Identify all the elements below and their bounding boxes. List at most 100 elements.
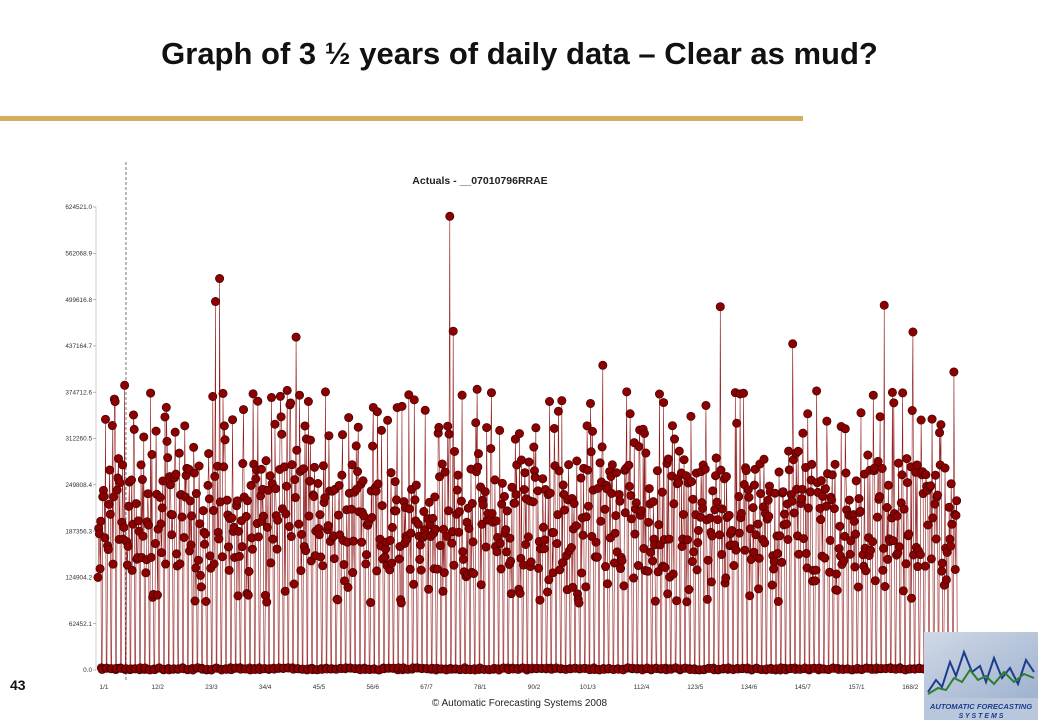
data-point bbox=[901, 559, 911, 569]
data-point bbox=[266, 558, 276, 568]
data-point bbox=[887, 387, 897, 397]
data-point bbox=[478, 500, 488, 510]
data-point bbox=[517, 455, 527, 465]
data-point bbox=[672, 596, 682, 606]
data-point bbox=[177, 512, 187, 522]
data-point bbox=[538, 522, 548, 532]
data-point bbox=[195, 570, 205, 580]
data-point bbox=[544, 575, 554, 585]
data-point bbox=[372, 407, 382, 417]
data-point bbox=[353, 467, 363, 477]
data-point bbox=[170, 427, 180, 437]
data-point bbox=[171, 469, 181, 479]
data-point bbox=[897, 470, 907, 480]
data-point bbox=[951, 510, 961, 520]
data-point bbox=[902, 454, 912, 464]
data-point bbox=[603, 579, 613, 589]
footer-copyright: © Automatic Forecasting Systems 2008 bbox=[431, 698, 608, 709]
data-point bbox=[156, 519, 166, 529]
data-point bbox=[472, 384, 482, 394]
data-point bbox=[205, 551, 215, 561]
data-point bbox=[736, 508, 746, 518]
data-point bbox=[334, 480, 344, 490]
data-point bbox=[799, 534, 809, 544]
data-point bbox=[933, 490, 943, 500]
data-point bbox=[626, 490, 636, 500]
data-point bbox=[268, 534, 278, 544]
data-point bbox=[907, 406, 917, 416]
data-point bbox=[413, 519, 423, 529]
company-logo: AUTOMATIC FORECASTING S Y S T E M S bbox=[924, 632, 1038, 720]
y-tick-label: 562068.9 bbox=[65, 251, 92, 258]
data-point bbox=[299, 464, 309, 474]
data-point bbox=[239, 405, 249, 415]
data-point bbox=[764, 511, 774, 521]
data-point bbox=[679, 455, 689, 465]
data-point bbox=[464, 523, 474, 533]
data-point bbox=[473, 449, 483, 459]
data-point bbox=[805, 487, 815, 497]
data-point bbox=[120, 380, 130, 390]
data-point bbox=[583, 465, 593, 475]
data-point bbox=[832, 585, 842, 595]
data-point bbox=[279, 462, 289, 472]
data-point bbox=[276, 412, 286, 422]
data-point bbox=[482, 423, 492, 433]
data-point bbox=[380, 552, 390, 562]
data-point bbox=[727, 526, 737, 536]
data-point bbox=[410, 495, 420, 505]
data-point bbox=[598, 360, 608, 370]
data-point bbox=[294, 519, 304, 529]
data-point bbox=[438, 586, 448, 596]
data-point bbox=[678, 509, 688, 519]
x-tick-label: 34/4 bbox=[259, 684, 272, 691]
data-point bbox=[196, 582, 206, 592]
data-point bbox=[721, 472, 731, 482]
data-point bbox=[138, 531, 148, 541]
data-point bbox=[935, 428, 945, 438]
data-point bbox=[129, 410, 139, 420]
x-tick-label: 168/2 bbox=[902, 684, 918, 691]
data-point bbox=[209, 559, 219, 569]
data-point bbox=[754, 584, 764, 594]
data-point bbox=[692, 565, 702, 575]
data-point bbox=[820, 484, 830, 494]
data-point bbox=[251, 474, 261, 484]
data-point bbox=[773, 549, 783, 559]
data-point bbox=[595, 458, 605, 468]
x-tick-label: 12/2 bbox=[152, 684, 165, 691]
data-point bbox=[531, 423, 541, 433]
data-point bbox=[659, 398, 669, 408]
data-point bbox=[397, 401, 407, 411]
data-point bbox=[143, 489, 153, 499]
data-point bbox=[552, 539, 562, 549]
data-point bbox=[437, 459, 447, 469]
data-point bbox=[578, 530, 588, 540]
data-point bbox=[191, 489, 201, 499]
data-point bbox=[545, 396, 555, 406]
data-point bbox=[151, 426, 161, 436]
data-point bbox=[557, 396, 567, 406]
data-point bbox=[204, 449, 214, 459]
data-point bbox=[883, 554, 893, 564]
data-point bbox=[300, 421, 310, 431]
data-point bbox=[280, 586, 290, 596]
data-point bbox=[404, 504, 414, 514]
data-point bbox=[409, 579, 419, 589]
data-point bbox=[108, 559, 118, 569]
data-point bbox=[290, 475, 300, 485]
x-tick-label: 157/1 bbox=[849, 684, 865, 691]
data-point bbox=[577, 568, 587, 578]
data-point bbox=[734, 528, 744, 538]
y-tick-label: 124904.2 bbox=[65, 575, 92, 582]
data-point bbox=[265, 471, 275, 481]
data-point bbox=[701, 400, 711, 410]
data-point bbox=[708, 486, 718, 496]
data-point bbox=[830, 459, 840, 469]
data-point bbox=[200, 539, 210, 549]
data-point bbox=[167, 510, 177, 520]
data-point bbox=[788, 339, 798, 349]
data-point bbox=[290, 493, 300, 503]
data-point bbox=[936, 420, 946, 430]
data-point bbox=[492, 547, 502, 557]
